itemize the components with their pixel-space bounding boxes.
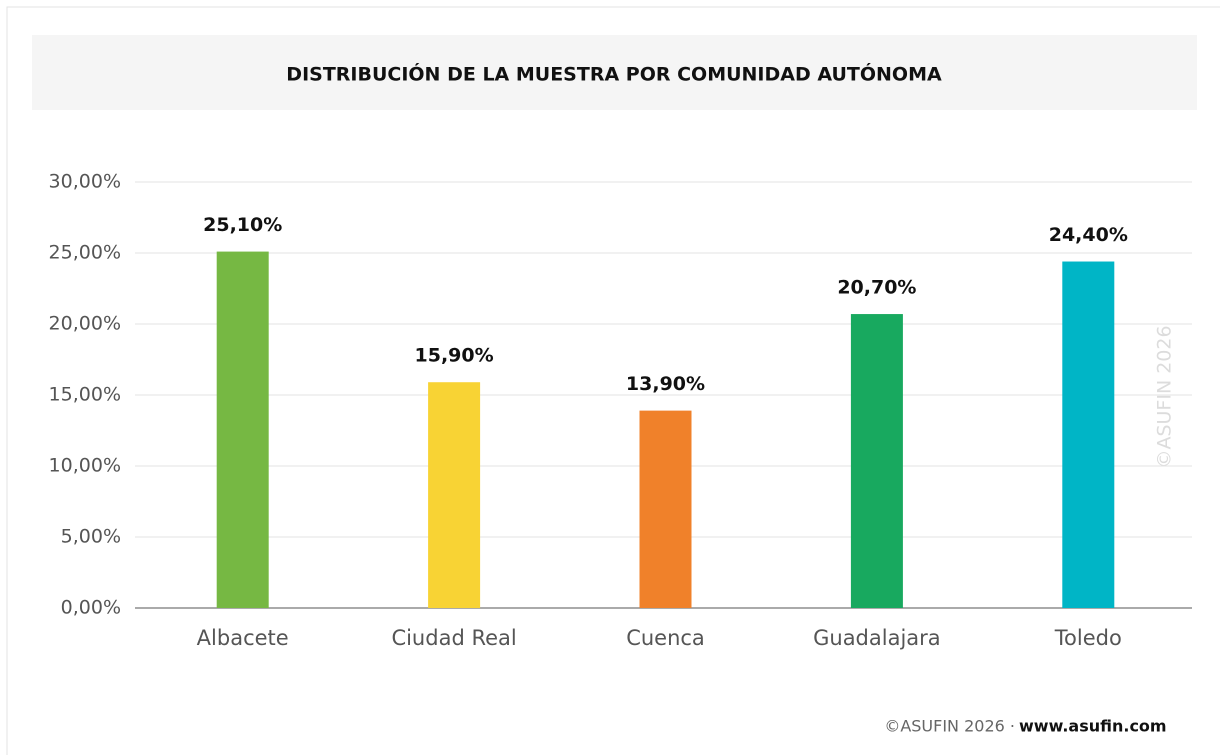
value-label: 13,90%: [626, 373, 705, 395]
frame: [6, 6, 1220, 755]
watermark: ©ASUFIN 2026: [1154, 325, 1176, 468]
bar: [850, 314, 903, 608]
x-tick-label: Albacete: [197, 626, 289, 650]
bar: [639, 410, 692, 608]
chart-title: DISTRIBUCIÓN DE LA MUESTRA POR COMUNIDAD…: [286, 62, 942, 86]
bar: [1062, 261, 1115, 608]
value-label: 20,70%: [837, 277, 916, 299]
x-tick-label: Guadalajara: [813, 626, 941, 650]
bar: [428, 382, 481, 608]
x-tick-label: Ciudad Real: [391, 626, 516, 650]
y-tick-label: 10,00%: [49, 455, 121, 477]
y-tick-label: 0,00%: [61, 597, 121, 619]
y-tick-label: 15,00%: [49, 384, 121, 406]
value-label: 25,10%: [203, 214, 282, 236]
footer-url: www.asufin.com: [1019, 717, 1167, 736]
y-tick-label: 5,00%: [61, 526, 121, 548]
y-tick-label: 30,00%: [49, 171, 121, 193]
y-tick-label: 20,00%: [49, 313, 121, 335]
y-tick-label: 25,00%: [49, 242, 121, 264]
value-label: 15,90%: [415, 345, 494, 367]
value-label: 24,40%: [1049, 224, 1128, 246]
x-tick-label: Cuenca: [626, 626, 705, 650]
bar: [216, 251, 269, 608]
x-tick-label: Toledo: [1054, 626, 1122, 650]
footer-credit: ©ASUFIN 2026 ·: [884, 717, 1015, 736]
title-band: [32, 35, 1197, 110]
